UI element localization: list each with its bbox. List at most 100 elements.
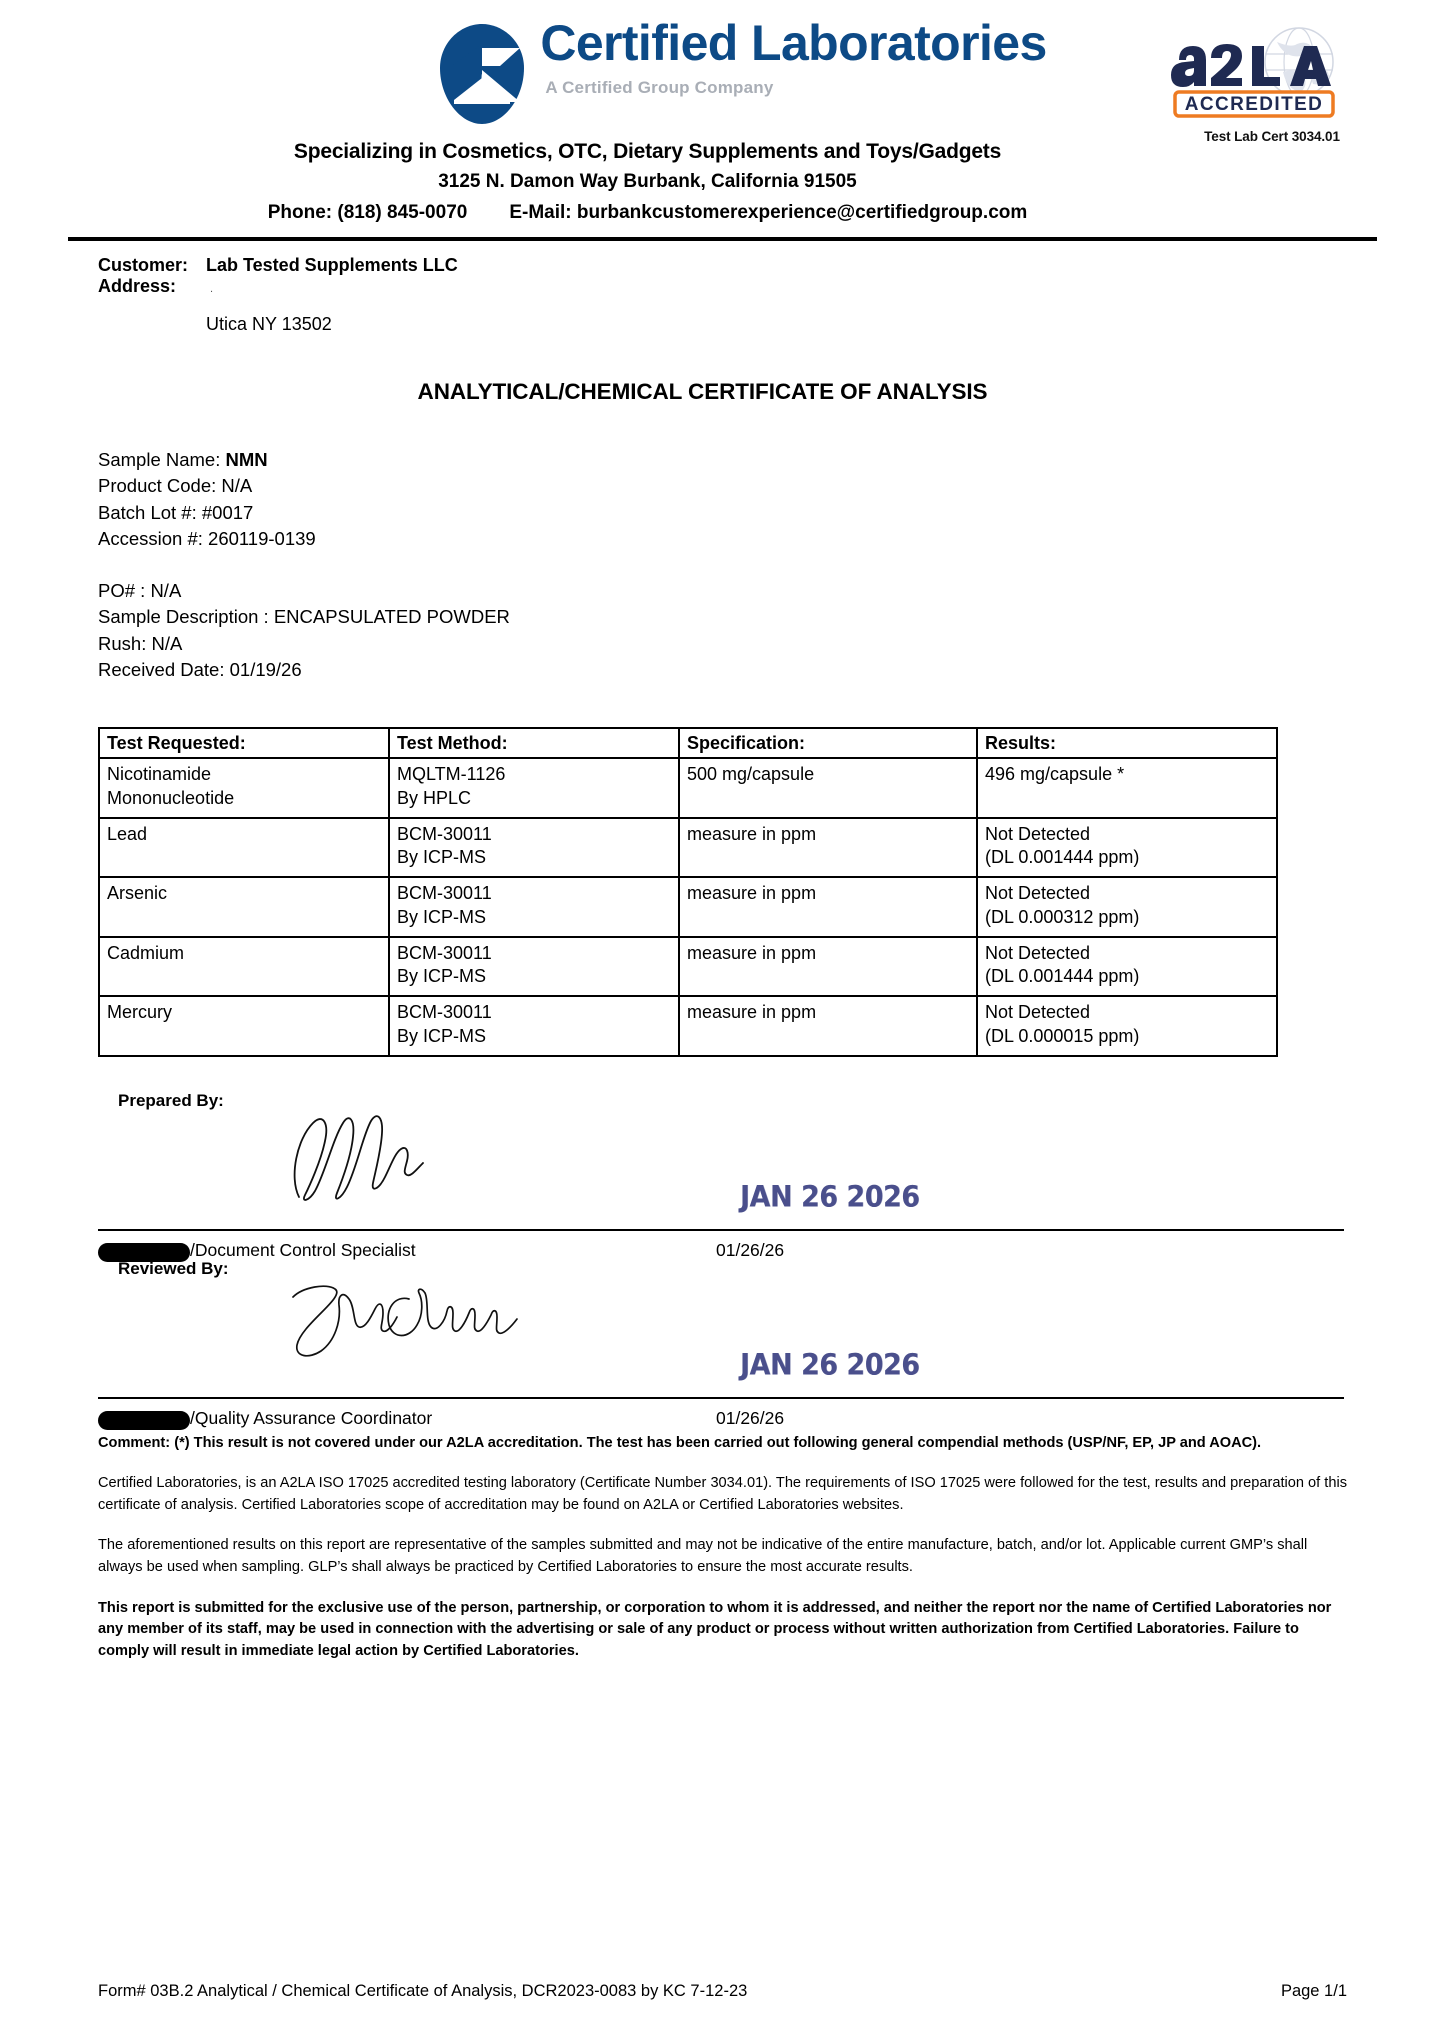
prepared-by-title: /Document Control Specialist — [190, 1239, 416, 1260]
cell-specification: measure in ppm — [678, 876, 978, 938]
sample-name-label: Sample Name: — [98, 449, 221, 470]
cell-line: Not Detected — [985, 942, 1091, 963]
cell-specification: 500 mg/capsule — [678, 757, 978, 819]
column-header-test-requested: Test Requested: — [98, 727, 390, 760]
redacted-name-bar — [98, 1410, 190, 1430]
prepared-by-signature-lines — [98, 1228, 1445, 1231]
reviewed-by-signature-icon — [292, 1285, 518, 1357]
reviewed-by-captions: /Quality Assurance Coordinator 01/26/26 — [98, 1407, 1445, 1430]
product-code: Product Code: N/A — [98, 475, 253, 497]
results-table-wrap: Test Requested: Test Method: Specificati… — [98, 727, 1377, 1057]
table-header-row: Test Requested: Test Method: Specificati… — [98, 727, 1278, 760]
po-number: PO# : N/A — [98, 580, 182, 602]
cell-line: Not Detected — [985, 1002, 1091, 1023]
prepared-by-signature-icon — [293, 1114, 424, 1201]
prepared-by-title-row: /Document Control Specialist — [98, 1239, 716, 1262]
exclusive-use-paragraph: This report is submitted for the exclusi… — [98, 1599, 1332, 1659]
cell-test-requested: Lead — [98, 816, 390, 879]
sample-name-value: NMN — [225, 449, 268, 470]
cell-line: Mercury — [107, 1002, 173, 1023]
cell-line: BCM-30011 — [397, 942, 492, 963]
results-table-head: Test Requested: Test Method: Specificati… — [98, 727, 1278, 760]
footer-page-number: Page 1/1 — [1280, 1982, 1347, 2000]
reviewed-by-block: Reviewed By: JAN 26 2026 /Quality Assura… — [98, 1258, 1445, 1430]
cell-line: measure in ppm — [687, 883, 817, 904]
cell-line: Not Detected — [985, 823, 1091, 844]
cell-line: (DL 0.001444 ppm) — [985, 847, 1140, 868]
address-label: Address: — [98, 276, 177, 296]
reviewed-by-label: Reviewed By: — [118, 1258, 229, 1278]
svg-text:ACCREDITED: ACCREDITED — [1185, 94, 1324, 115]
cell-test-method: BCM-30011 By ICP-MS — [388, 995, 680, 1057]
address-line1: . — [210, 283, 214, 295]
cell-test-requested: Cadmium — [98, 935, 390, 998]
cell-line: By ICP-MS — [397, 1025, 487, 1046]
cell-test-requested: Arsenic — [98, 876, 390, 938]
cell-line: measure in ppm — [687, 823, 817, 844]
accreditation-paragraph: Certified Laboratories, is an A2LA ISO 1… — [98, 1475, 1347, 1513]
rush-status: Rush: N/A — [98, 632, 183, 654]
cell-result: Not Detected (DL 0.000015 ppm) — [976, 995, 1278, 1057]
cell-line: By ICP-MS — [397, 847, 487, 868]
customer-row: Customer: Lab Tested Supplements LLC — [98, 255, 1445, 276]
header-email: E-Mail: burbankcustomerexperience@certif… — [509, 202, 1028, 223]
header-tagline: Specializing in Cosmetics, OTC, Dietary … — [293, 140, 1002, 163]
footer-form-info: Form# 03B.2 Analytical / Chemical Certif… — [98, 1982, 748, 2000]
cell-line: (DL 0.000312 ppm) — [985, 906, 1140, 927]
column-header-results: Results: — [976, 727, 1278, 760]
table-row: Cadmium BCM-30011 By ICP-MS measure in ppm N… — [98, 935, 1278, 998]
reviewed-by-signature-lines — [98, 1396, 1445, 1399]
cell-line: Cadmium — [107, 942, 185, 963]
cell-test-requested: Nicotinamide Mononucleotide — [98, 757, 390, 819]
cell-specification: measure in ppm — [678, 995, 978, 1057]
table-row: Nicotinamide Mononucleotide MQLTM-1126 By H… — [98, 757, 1278, 819]
table-row: Arsenic BCM-30011 By ICP-MS measure in ppm N… — [98, 876, 1278, 938]
cell-line: Nicotinamide — [107, 764, 212, 785]
cell-line: MQLTM-1126 — [397, 764, 506, 785]
reviewed-by-date-stamp: JAN 26 2026 — [740, 1348, 920, 1382]
cell-result: Not Detected (DL 0.001444 ppm) — [976, 935, 1278, 998]
cell-test-method: MQLTM-1126 By HPLC — [388, 757, 680, 819]
table-row: Mercury BCM-30011 By ICP-MS measure in ppm N… — [98, 995, 1278, 1057]
prepared-by-name-line — [98, 1228, 716, 1231]
prepared-by-date-stamp: JAN 26 2026 — [740, 1180, 920, 1214]
cell-line: By ICP-MS — [397, 906, 487, 927]
page-footer: Form# 03B.2 Analytical / Chemical Certif… — [98, 1982, 1347, 2001]
cell-line: (DL 0.001444 ppm) — [985, 966, 1140, 987]
cell-specification: measure in ppm — [678, 816, 978, 879]
cell-test-requested: Mercury — [98, 995, 390, 1057]
page-title: ANALYTICAL/CHEMICAL CERTIFICATE OF ANALY… — [417, 379, 988, 404]
comment-paragraph: Comment: (*) This result is not covered … — [98, 1434, 1262, 1451]
redacted-name-bar — [98, 1242, 190, 1262]
prepared-by-captions: /Document Control Specialist 01/26/26 — [98, 1239, 1445, 1262]
a2la-cert-number: Test Lab Cert 3034.01 — [1204, 129, 1340, 144]
signature-section: Prepared By: JAN 26 2026 /Document Contr… — [0, 1091, 1445, 1430]
cell-line: 496 mg/capsule * — [985, 764, 1125, 785]
reviewed-by-title: /Quality Assurance Coordinator — [190, 1407, 433, 1428]
results-table-body: Nicotinamide Mononucleotide MQLTM-1126 By H… — [98, 757, 1278, 1057]
cell-line: Lead — [107, 823, 148, 844]
sample-name-row: Sample Name: NMN — [98, 447, 1445, 473]
cell-line: 500 mg/capsule — [687, 764, 815, 785]
cell-line: By ICP-MS — [397, 966, 487, 987]
customer-label: Customer: — [98, 255, 189, 275]
results-table: Test Requested: Test Method: Specificati… — [98, 727, 1278, 1057]
cell-result: 496 mg/capsule * — [976, 757, 1278, 819]
reviewed-by-title-row: /Quality Assurance Coordinator — [98, 1407, 716, 1430]
cell-test-method: BCM-30011 By ICP-MS — [388, 816, 680, 879]
cell-line: By HPLC — [397, 787, 472, 808]
column-header-test-method: Test Method: — [388, 727, 680, 760]
a2la-accreditation-badge: ACCREDITED Test Lab Cert 3034.01 — [1157, 24, 1387, 144]
address-row: Address: . — [98, 276, 1445, 297]
sample-info-block-2: PO# : N/A Sample Description : ENCAPSULA… — [0, 578, 1445, 683]
sample-description: Sample Description : ENCAPSULATED POWDER — [98, 606, 510, 628]
cell-result: Not Detected (DL 0.001444 ppm) — [976, 816, 1278, 879]
column-header-specification: Specification: — [678, 727, 978, 760]
cell-line: BCM-30011 — [397, 823, 492, 844]
sample-info-block: Sample Name: NMN Product Code: N/A Batch… — [0, 447, 1445, 552]
cell-test-method: BCM-30011 By ICP-MS — [388, 876, 680, 938]
address-city: Utica NY 13502 — [206, 314, 332, 334]
cell-test-method: BCM-30011 By ICP-MS — [388, 935, 680, 998]
header-divider — [68, 237, 1377, 241]
